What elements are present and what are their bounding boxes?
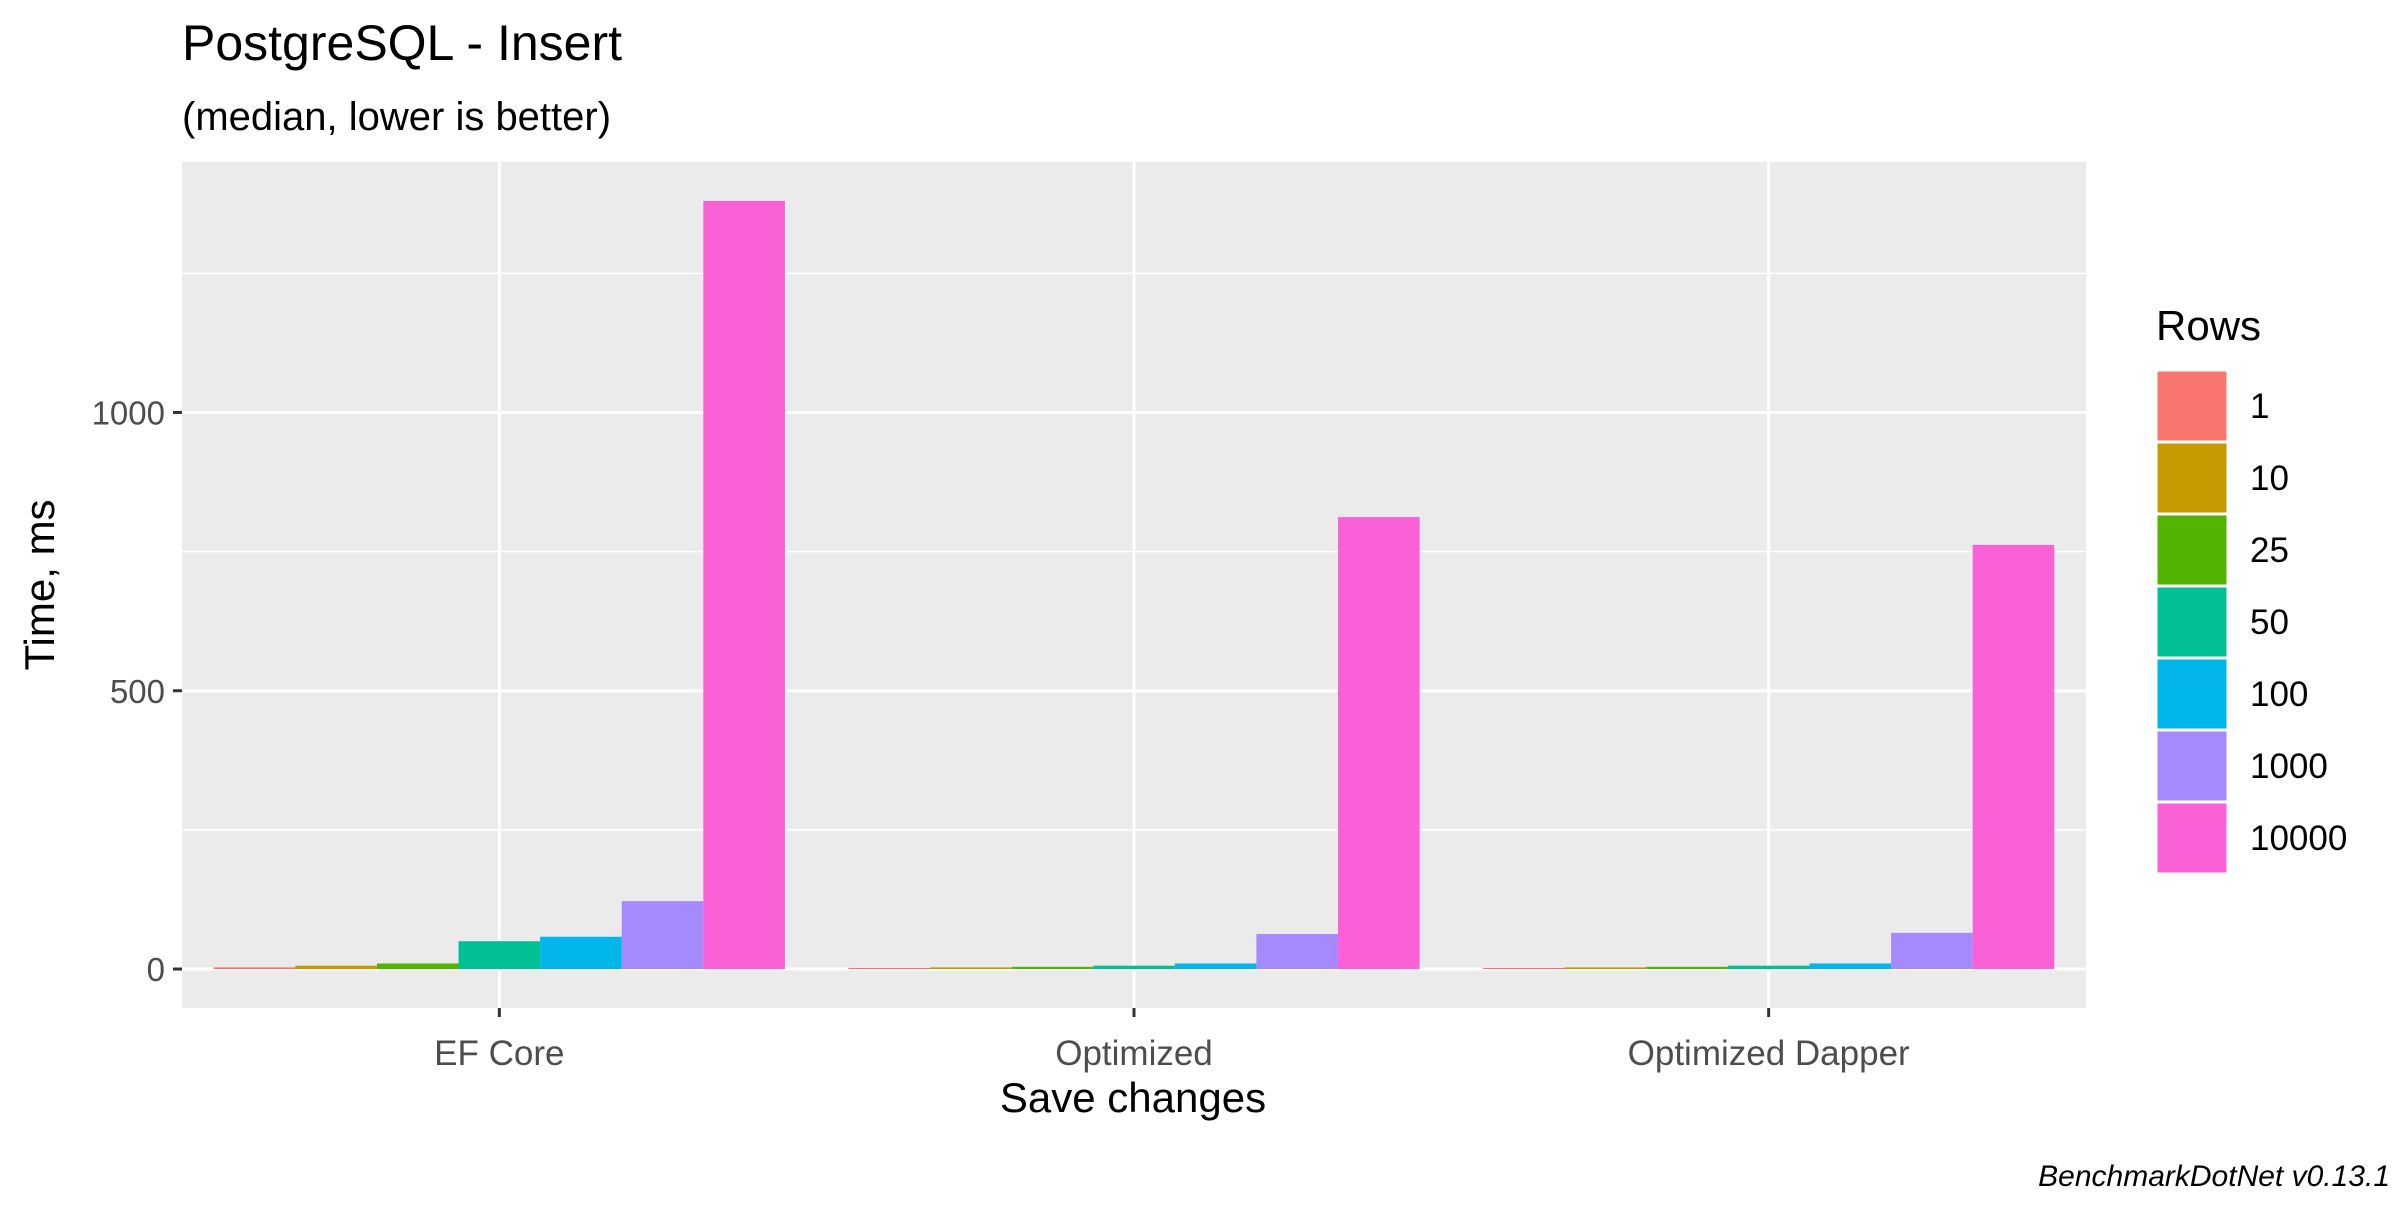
x-tick-label: Optimized Dapper — [1628, 1034, 1910, 1073]
legend-key — [2154, 368, 2230, 444]
bar-25-rows — [1646, 966, 1728, 970]
y-axis-title: Time, ms — [16, 499, 63, 670]
legend-key — [2154, 584, 2230, 660]
legend-label: 1 — [2250, 387, 2269, 426]
legend-label: 50 — [2250, 603, 2289, 642]
legend-key — [2154, 512, 2230, 588]
bar-1-rows — [213, 967, 296, 970]
legend-key — [2154, 656, 2230, 732]
bar-1-rows — [1483, 967, 1565, 970]
bar-1000-rows — [1891, 932, 1973, 970]
bar-50-rows — [458, 941, 541, 970]
legend-label: 25 — [2250, 531, 2289, 570]
legend: 1 10 25 50 100 1000 10000 — [2154, 368, 2347, 876]
bar-25-rows — [376, 963, 459, 970]
legend-key — [2154, 800, 2230, 876]
legend-label: 10000 — [2250, 819, 2347, 858]
bar-1000-rows — [1256, 933, 1338, 970]
bar-10-rows — [930, 967, 1012, 970]
bar-10000-rows — [1338, 517, 1420, 970]
legend-key — [2154, 728, 2230, 804]
y-tick-label: 1000 — [92, 394, 165, 431]
bar-25-rows — [1011, 966, 1094, 970]
bar-10000-rows — [1972, 544, 2055, 970]
bar-50-rows — [1727, 965, 1810, 970]
bar-100-rows — [1809, 963, 1892, 970]
legend-title: Rows — [2156, 302, 2261, 349]
y-axis-ticks: 0 500 1000 — [92, 394, 182, 988]
legend-label: 10 — [2250, 459, 2289, 498]
y-tick-label: 500 — [110, 673, 165, 710]
legend-label: 1000 — [2250, 747, 2328, 786]
bar-10-rows — [295, 965, 377, 970]
bar-10-rows — [1564, 967, 1647, 970]
y-tick-label: 0 — [147, 951, 165, 988]
bar-100-rows — [540, 936, 622, 970]
x-axis-ticks: EF Core Optimized Optimized Dapper — [434, 1008, 1910, 1073]
x-axis-title: Save changes — [1000, 1074, 1266, 1121]
legend-key — [2154, 440, 2230, 516]
x-tick-label: Optimized — [1055, 1034, 1213, 1073]
chart-title: PostgreSQL - Insert — [182, 15, 622, 71]
bar-50-rows — [1093, 965, 1175, 970]
bar-10000-rows — [703, 200, 785, 970]
x-tick-label: EF Core — [434, 1034, 564, 1073]
bars — [213, 200, 2055, 970]
bar-1000-rows — [621, 901, 704, 970]
bar-100-rows — [1174, 963, 1257, 970]
legend-label: 100 — [2250, 675, 2308, 714]
chart-subtitle: (median, lower is better) — [182, 95, 611, 139]
bar-1-rows — [848, 967, 930, 970]
chart-caption: BenchmarkDotNet v0.13.1 — [2038, 1160, 2390, 1193]
